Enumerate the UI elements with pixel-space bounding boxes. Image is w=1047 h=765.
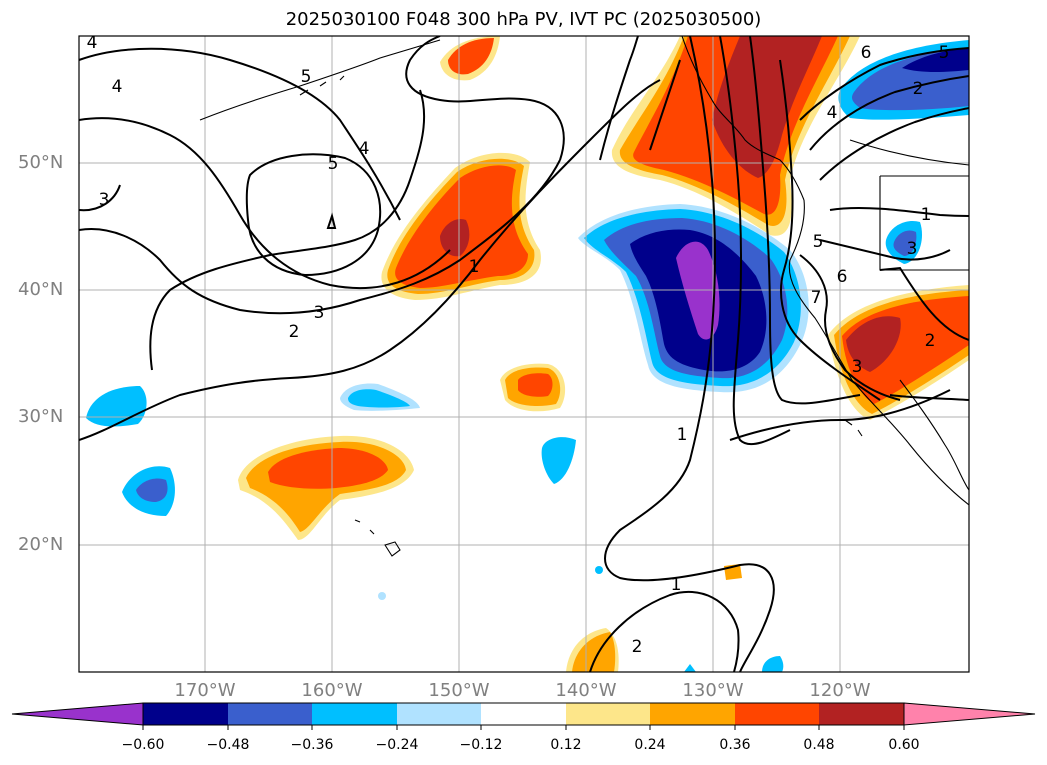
contour-label: 4 bbox=[112, 77, 123, 97]
contour-label: 2 bbox=[632, 637, 643, 657]
contour-label: 1 bbox=[921, 205, 932, 225]
shade-c-light bbox=[348, 389, 410, 408]
colorbar bbox=[11, 702, 1036, 730]
colorbar-extend-right bbox=[903, 702, 1036, 726]
contour-label: 4 bbox=[87, 33, 98, 53]
shade-coast-strong bbox=[712, 36, 822, 178]
colorbar-tick-label: 0.60 bbox=[888, 737, 920, 753]
colorbar-bin bbox=[397, 703, 481, 725]
contour-label: 3 bbox=[314, 303, 325, 323]
lon-label: 150°W bbox=[428, 680, 490, 701]
shade-dot3 bbox=[595, 566, 603, 574]
lon-label: 140°W bbox=[555, 680, 617, 701]
colorbar-bin bbox=[312, 703, 397, 725]
colorbar-bin bbox=[481, 703, 566, 725]
colorbar-bin bbox=[143, 703, 228, 725]
colorbar-tick-label: −0.12 bbox=[459, 737, 503, 753]
colorbar-tick-label: 0.48 bbox=[803, 737, 835, 753]
colorbar-bin bbox=[650, 703, 735, 725]
colorbar-tick-label: −0.36 bbox=[290, 737, 334, 753]
contour-label: 2 bbox=[289, 322, 300, 342]
lat-label: 50°N bbox=[18, 152, 64, 173]
contour-label: 7 bbox=[811, 288, 822, 308]
shade-w-mid bbox=[136, 478, 168, 502]
colorbar-tick-label: −0.24 bbox=[375, 737, 419, 753]
gridlines bbox=[79, 36, 969, 672]
colorbar-tick-label: −0.60 bbox=[121, 737, 165, 753]
shade-socal-strong bbox=[846, 316, 901, 372]
shade-sub-mid bbox=[268, 448, 388, 489]
lon-label: 130°W bbox=[682, 680, 744, 701]
colorbar-tick-label: −0.48 bbox=[206, 737, 250, 753]
shade-mid-mid bbox=[518, 373, 553, 397]
contour-label: 1 bbox=[469, 257, 480, 277]
lat-label: 40°N bbox=[18, 279, 64, 300]
contour-label: 1 bbox=[671, 575, 682, 595]
map-frame bbox=[78, 35, 970, 673]
plot-title: 2025030100 F048 300 hPa PV, IVT PC (2025… bbox=[285, 9, 762, 30]
contours bbox=[79, 36, 969, 672]
contour-label: 4 bbox=[359, 139, 370, 159]
contour-label: 2 bbox=[913, 79, 924, 99]
contour-label: 1 bbox=[677, 425, 688, 445]
colorbar-bin bbox=[566, 703, 650, 725]
contour-label: 3 bbox=[99, 190, 110, 210]
shade-dot2 bbox=[684, 664, 696, 672]
shade-ne-strong bbox=[902, 48, 969, 72]
contour-label: 5 bbox=[813, 232, 824, 252]
contour-label: 6 bbox=[861, 43, 872, 63]
contour-label: 4 bbox=[827, 103, 838, 123]
shade-neg-purple bbox=[676, 241, 720, 340]
colorbar-bin bbox=[228, 703, 312, 725]
lon-label: 170°W bbox=[174, 680, 236, 701]
contour-labels: 4 5 5 4 3 2 3 1 6 5 4 2 1 3 5 6 7 2 1 1 … bbox=[87, 33, 950, 657]
contour-label: 3 bbox=[852, 357, 863, 377]
shade-se-mid bbox=[893, 230, 917, 256]
contour-label: 3 bbox=[907, 239, 918, 259]
contour-label: 2 bbox=[925, 331, 936, 351]
shade-dot4 bbox=[378, 592, 386, 600]
shade-ar-strong bbox=[440, 218, 470, 257]
colorbar-tick-label: 0.12 bbox=[550, 737, 582, 753]
pv-minimum-marker bbox=[326, 212, 337, 229]
contour-label: 5 bbox=[939, 43, 950, 63]
shade-dot1 bbox=[762, 656, 784, 672]
lon-label: 120°W bbox=[809, 680, 871, 701]
lat-label: 20°N bbox=[18, 534, 64, 555]
lat-label: 30°N bbox=[18, 406, 64, 427]
colorbar-tick-label: 0.24 bbox=[634, 737, 666, 753]
map-panel: 4 5 5 4 3 2 3 1 6 5 4 2 1 3 5 6 7 2 1 1 … bbox=[79, 33, 969, 672]
colorbar-tick-label: 0.36 bbox=[719, 737, 751, 753]
colorbar-bin bbox=[735, 703, 819, 725]
contour-label: 5 bbox=[301, 67, 312, 87]
colorbar-extend-left bbox=[11, 702, 144, 726]
colorbar-bin bbox=[819, 703, 904, 725]
contour-label: 5 bbox=[328, 154, 339, 174]
lon-label: 160°W bbox=[301, 680, 363, 701]
contour-label: 6 bbox=[837, 267, 848, 287]
coastlines bbox=[199, 36, 969, 557]
shade-s-faint bbox=[541, 437, 576, 484]
